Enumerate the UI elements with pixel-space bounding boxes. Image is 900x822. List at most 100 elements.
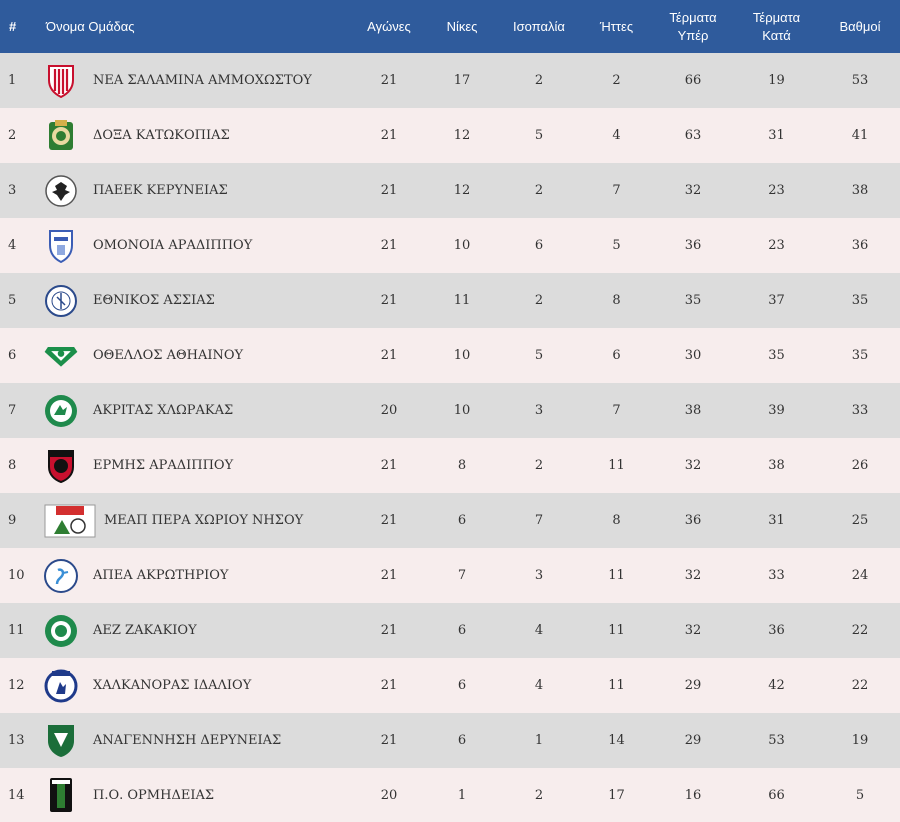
header-team-name[interactable]: Όνομα Ομάδας <box>46 18 135 34</box>
team-name-link[interactable]: ΔΟΞΑ ΚΑΤΩΚΟΠΙΑΣ <box>93 128 230 143</box>
table-row[interactable]: 10 ΑΠΕΑ ΑΚΡΩΤΗΡΙΟΥ 21 7 3 11 32 33 24 <box>0 548 900 603</box>
row-losses: 11 <box>608 568 625 583</box>
row-team[interactable]: Π.Ο. ΟΡΜΗΔΕΙΑΣ <box>42 768 352 822</box>
team-cell[interactable]: ΕΘΝΙΚΟΣ ΑΣΣΙΑΣ <box>43 283 352 319</box>
row-draws: 5 <box>534 348 544 363</box>
team-name-link[interactable]: ΕΡΜΗΣ ΑΡΑΔΙΠΠΟΥ <box>93 458 234 473</box>
team-cell[interactable]: ΑΠΕΑ ΑΚΡΩΤΗΡΙΟΥ <box>43 558 352 594</box>
row-team[interactable]: ΟΘΕΛΛΟΣ ΑΘΗΑΙΝΟΥ <box>42 328 352 383</box>
team-cell[interactable]: ΧΑΛΚΑΝΟΡΑΣ ΙΔΑΛΙΟΥ <box>43 668 352 704</box>
chalkanoras-crest-icon <box>43 668 79 704</box>
header-goals-for[interactable]: Τέρματα Υπέρ <box>653 0 733 53</box>
team-cell[interactable]: ΔΟΞΑ ΚΑΤΩΚΟΠΙΑΣ <box>43 118 352 154</box>
row-team[interactable]: ΕΘΝΙΚΟΣ ΑΣΣΙΑΣ <box>42 273 352 328</box>
apea-crest-icon <box>43 558 79 594</box>
row-position: 13 <box>8 733 25 748</box>
header-played[interactable]: Αγώνες <box>367 18 411 34</box>
row-position: 6 <box>8 348 17 363</box>
row-team[interactable]: ΟΜΟΝΟΙΑ ΑΡΑΔΙΠΠΟΥ <box>42 218 352 273</box>
row-wins: 10 <box>453 238 471 253</box>
table-row[interactable]: 13 ΑΝΑΓΕΝΝΗΣΗ ΔΕΡΥΝΕΙΑΣ 21 6 1 14 29 53 19 <box>0 713 900 768</box>
row-played: 21 <box>380 128 398 143</box>
table-row[interactable]: 1 ΝΕΑ ΣΑΛΑΜΙΝΑ ΑΜΜΟΧΩΣΤΟΥ 21 17 2 2 66 19 53 <box>0 53 900 108</box>
row-draws: 2 <box>534 183 544 198</box>
header-points[interactable]: Βαθμοί <box>839 18 881 34</box>
team-name-link[interactable]: ΑΕΖ ΖΑΚΑΚΙΟΥ <box>93 623 197 638</box>
team-name-link[interactable]: ΧΑΛΚΑΝΟΡΑΣ ΙΔΑΛΙΟΥ <box>93 678 252 693</box>
row-played: 20 <box>380 403 398 418</box>
table-row[interactable]: 7 ΑΚΡΙΤΑΣ ΧΛΩΡΑΚΑΣ 20 10 3 7 38 39 33 <box>0 383 900 438</box>
table-row[interactable]: 11 ΑΕΖ ΖΑΚΑΚΙΟΥ 21 6 4 11 32 36 22 <box>0 603 900 658</box>
table-row[interactable]: 2 ΔΟΞΑ ΚΑΤΩΚΟΠΙΑΣ 21 12 5 4 63 31 41 <box>0 108 900 163</box>
team-name-link[interactable]: ΟΜΟΝΟΙΑ ΑΡΑΔΙΠΠΟΥ <box>93 238 253 253</box>
team-name-link[interactable]: ΕΘΝΙΚΟΣ ΑΣΣΙΑΣ <box>93 293 215 308</box>
header-draws[interactable]: Ισοπαλία <box>513 18 565 34</box>
row-team[interactable]: ΑΚΡΙΤΑΣ ΧΛΩΡΑΚΑΣ <box>42 383 352 438</box>
table-row[interactable]: 3 ΠΑΕΕΚ ΚΕΡΥΝΕΙΑΣ 21 12 2 7 32 23 38 <box>0 163 900 218</box>
team-name-link[interactable]: ΑΝΑΓΕΝΝΗΣΗ ΔΕΡΥΝΕΙΑΣ <box>93 733 282 748</box>
row-goals-against: 23 <box>768 238 785 253</box>
table-row[interactable]: 4 ΟΜΟΝΟΙΑ ΑΡΑΔΙΠΠΟΥ 21 10 6 5 36 23 36 <box>0 218 900 273</box>
row-team[interactable]: ΑΠΕΑ ΑΚΡΩΤΗΡΙΟΥ <box>42 548 352 603</box>
row-goals-against: 31 <box>768 513 785 528</box>
table-row[interactable]: 14 Π.Ο. ΟΡΜΗΔΕΙΑΣ 20 1 2 17 16 66 5 <box>0 768 900 822</box>
row-wins: 11 <box>453 293 471 308</box>
row-losses: 11 <box>608 458 625 473</box>
team-name-link[interactable]: ΟΘΕΛΛΟΣ ΑΘΗΑΙΝΟΥ <box>93 348 244 363</box>
table-row[interactable]: 9 ΜΕΑΠ ΠΕΡΑ ΧΩΡΙΟΥ ΝΗΣΟΥ 21 6 7 8 36 31 25 <box>0 493 900 548</box>
row-team[interactable]: ΧΑΛΚΑΝΟΡΑΣ ΙΔΑΛΙΟΥ <box>42 658 352 713</box>
row-points: 33 <box>851 403 869 418</box>
nea-salamina-crest-icon <box>43 63 79 99</box>
team-cell[interactable]: ΑΚΡΙΤΑΣ ΧΛΩΡΑΚΑΣ <box>43 393 352 429</box>
row-losses: 14 <box>608 733 625 748</box>
team-name-link[interactable]: ΝΕΑ ΣΑΛΑΜΙΝΑ ΑΜΜΟΧΩΣΤΟΥ <box>93 73 312 88</box>
table-row[interactable]: 12 ΧΑΛΚΑΝΟΡΑΣ ΙΔΑΛΙΟΥ 21 6 4 11 29 42 22 <box>0 658 900 713</box>
team-cell[interactable]: ΑΕΖ ΖΑΚΑΚΙΟΥ <box>43 613 352 649</box>
row-goals-for: 32 <box>684 623 702 638</box>
row-played: 21 <box>380 568 398 583</box>
table-row[interactable]: 5 ΕΘΝΙΚΟΣ ΑΣΣΙΑΣ 21 11 2 8 35 37 35 <box>0 273 900 328</box>
header-goals-against[interactable]: Τέρματα Κατά <box>733 0 820 53</box>
row-points: 35 <box>851 293 869 308</box>
team-name-link[interactable]: Π.Ο. ΟΡΜΗΔΕΙΑΣ <box>93 787 215 803</box>
row-draws: 2 <box>534 293 544 308</box>
row-team[interactable]: ΔΟΞΑ ΚΑΤΩΚΟΠΙΑΣ <box>42 108 352 163</box>
row-team[interactable]: ΑΕΖ ΖΑΚΑΚΙΟΥ <box>42 603 352 658</box>
row-losses: 5 <box>612 238 621 253</box>
row-wins: 10 <box>453 348 471 363</box>
team-cell[interactable]: ΝΕΑ ΣΑΛΑΜΙΝΑ ΑΜΜΟΧΩΣΤΟΥ <box>43 63 352 99</box>
team-name-link[interactable]: ΑΠΕΑ ΑΚΡΩΤΗΡΙΟΥ <box>93 568 229 583</box>
team-cell[interactable]: ΜΕΑΠ ΠΕΡΑ ΧΩΡΙΟΥ ΝΗΣΟΥ <box>43 503 352 539</box>
team-name-link[interactable]: ΜΕΑΠ ΠΕΡΑ ΧΩΡΙΟΥ ΝΗΣΟΥ <box>104 513 304 528</box>
table-row[interactable]: 6 ΟΘΕΛΛΟΣ ΑΘΗΑΙΝΟΥ 21 10 5 6 30 35 35 <box>0 328 900 383</box>
row-team[interactable]: ΜΕΑΠ ΠΕΡΑ ΧΩΡΙΟΥ ΝΗΣΟΥ <box>42 493 352 548</box>
team-cell[interactable]: Π.Ο. ΟΡΜΗΔΕΙΑΣ <box>43 777 352 813</box>
row-points: 5 <box>855 787 865 803</box>
row-goals-for: 16 <box>684 787 702 803</box>
row-draws: 3 <box>534 568 544 583</box>
row-team[interactable]: ΕΡΜΗΣ ΑΡΑΔΙΠΠΟΥ <box>42 438 352 493</box>
row-team[interactable]: ΝΕΑ ΣΑΛΑΜΙΝΑ ΑΜΜΟΧΩΣΤΟΥ <box>42 53 352 108</box>
team-name-link[interactable]: ΠΑΕΕΚ ΚΕΡΥΝΕΙΑΣ <box>93 183 228 198</box>
row-wins: 17 <box>453 73 471 88</box>
row-points: 26 <box>851 458 869 473</box>
team-name-link[interactable]: ΑΚΡΙΤΑΣ ΧΛΩΡΑΚΑΣ <box>93 403 234 418</box>
row-losses: 7 <box>612 403 621 418</box>
doxa-crest-icon <box>43 118 79 154</box>
header-position[interactable]: # <box>9 18 17 34</box>
header-wins[interactable]: Νίκες <box>446 18 478 34</box>
row-position: 5 <box>8 293 17 308</box>
team-cell[interactable]: ΕΡΜΗΣ ΑΡΑΔΙΠΠΟΥ <box>43 448 352 484</box>
row-team[interactable]: ΠΑΕΕΚ ΚΕΡΥΝΕΙΑΣ <box>42 163 352 218</box>
team-cell[interactable]: ΟΜΟΝΟΙΑ ΑΡΑΔΙΠΠΟΥ <box>43 228 352 264</box>
team-cell[interactable]: ΠΑΕΕΚ ΚΕΡΥΝΕΙΑΣ <box>43 173 352 209</box>
team-cell[interactable]: ΑΝΑΓΕΝΝΗΣΗ ΔΕΡΥΝΕΙΑΣ <box>43 723 352 759</box>
header-losses[interactable]: Ήττες <box>599 18 634 34</box>
row-team[interactable]: ΑΝΑΓΕΝΝΗΣΗ ΔΕΡΥΝΕΙΑΣ <box>42 713 352 768</box>
row-draws: 7 <box>534 513 544 528</box>
row-points: 25 <box>851 513 869 528</box>
row-goals-against: 19 <box>768 73 785 88</box>
team-cell[interactable]: ΟΘΕΛΛΟΣ ΑΘΗΑΙΝΟΥ <box>43 338 352 374</box>
row-played: 21 <box>380 293 398 308</box>
table-row[interactable]: 8 ΕΡΜΗΣ ΑΡΑΔΙΠΠΟΥ 21 8 2 11 32 38 26 <box>0 438 900 493</box>
